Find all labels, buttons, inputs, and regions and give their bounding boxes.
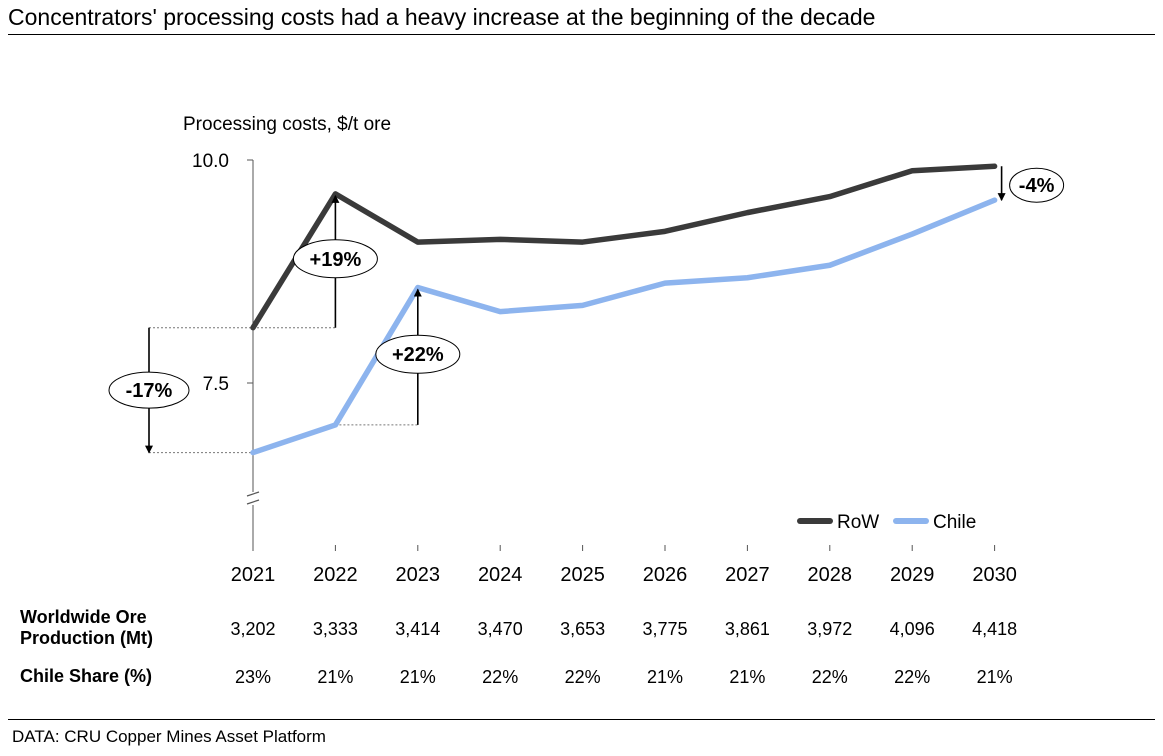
table-cell: 3,414: [395, 619, 441, 639]
table-cell: 3,333: [312, 619, 358, 639]
x-tick-label: 2023: [396, 564, 441, 586]
annotation-label: -17%: [126, 380, 173, 402]
source-note: DATA: CRU Copper Mines Asset Platform: [12, 727, 326, 746]
table-cell: 3,861: [724, 619, 770, 639]
x-tick-label: 2024: [478, 564, 523, 586]
table-cell: 21%: [399, 667, 436, 687]
x-tick-label: 2022: [313, 564, 358, 586]
axis-break-mark: [246, 491, 260, 497]
x-tick-label: 2026: [643, 564, 688, 586]
table-cell: 3,653: [560, 619, 606, 639]
table-cell: 21%: [729, 667, 766, 687]
annotation-bubble: [292, 239, 378, 279]
table-cell: 22%: [564, 667, 601, 687]
table-cell: 22%: [811, 667, 848, 687]
table-cell: 3,202: [230, 619, 276, 639]
legend-label-row: RoW: [837, 512, 879, 533]
annotation-label: +19%: [310, 249, 362, 271]
table-row-label-line: Worldwide Ore: [20, 607, 147, 627]
annotation-bubble: [1009, 167, 1065, 203]
annotation-label: -4%: [1019, 175, 1055, 197]
x-tick-label: 2027: [725, 564, 770, 586]
x-tick-label: 2030: [972, 564, 1017, 586]
table-cell: 3,775: [642, 619, 688, 639]
table-cell: 21%: [976, 667, 1013, 687]
chart-title: Concentrators' processing costs had a he…: [8, 4, 876, 30]
footer-rule: [8, 719, 1155, 720]
y-axis-title: Processing costs, $/t ore: [183, 114, 391, 135]
line-chart: RoW Chile 10.0 7.5 Processing costs, $/t or…: [108, 114, 1065, 586]
title-rule: [8, 34, 1155, 35]
y-tick-label: 7.5: [203, 374, 229, 395]
table-cell: 21%: [646, 667, 684, 687]
table-row-label: Worldwide Ore Production (Mt): [20, 607, 153, 649]
series-line-row: [250, 163, 998, 331]
table-cell: 3,470: [477, 619, 523, 639]
legend-label-chile: Chile: [933, 512, 976, 533]
y-tick-label: 10.0: [192, 151, 229, 172]
table-row-label: Chile Share (%): [20, 666, 152, 687]
annotation-bubble: [375, 334, 461, 374]
axis-break-mark: [246, 499, 260, 505]
x-tick-label: 2021: [231, 564, 276, 586]
table-cell: 4,096: [889, 619, 935, 639]
table-row-label-line: Chile Share (%): [20, 666, 153, 686]
table-cell: 3,972: [807, 619, 853, 639]
table-cell: 22%: [894, 667, 931, 687]
annotation-label: +22%: [392, 344, 444, 366]
table-cell: 22%: [482, 667, 519, 687]
table-cell: 4,418: [972, 619, 1018, 639]
annotation-bubble: [108, 371, 190, 409]
x-tick-label: 2029: [890, 564, 935, 586]
x-tick-label: 2025: [560, 564, 605, 586]
x-tick-label: 2028: [808, 564, 853, 586]
table-cell: 23%: [234, 667, 272, 687]
table-row-label-line: Production (Mt): [20, 628, 153, 648]
table-cell: 21%: [317, 667, 354, 687]
